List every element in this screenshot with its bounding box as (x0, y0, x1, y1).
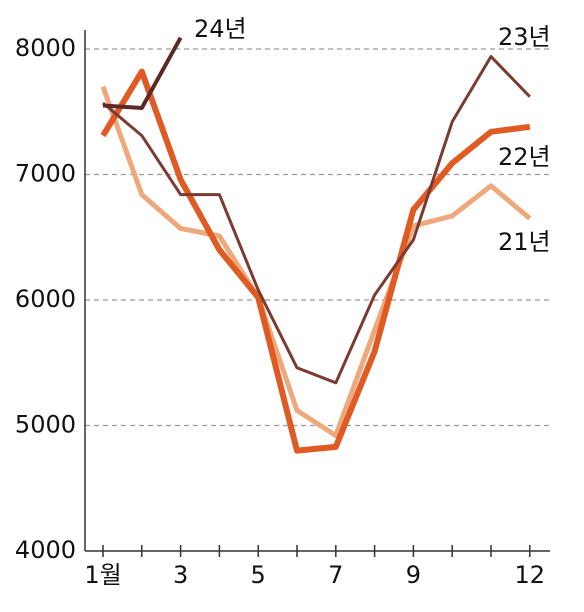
x-tick-label: 5 (251, 561, 266, 589)
series-line (100, 68, 531, 454)
series-line (100, 85, 532, 439)
x-tick-label: 12 (515, 561, 546, 589)
series-label: 22년 (498, 143, 551, 171)
series-line (102, 36, 183, 110)
y-tick-label: 6000 (15, 285, 76, 313)
x-tick-label: 1월 (84, 561, 121, 589)
series-label: 24년 (194, 15, 247, 43)
x-tick-label: 7 (328, 561, 343, 589)
x-tick-label: 9 (406, 561, 421, 589)
series-label: 21년 (498, 228, 551, 256)
series-label: 23년 (498, 23, 551, 51)
y-tick-label: 7000 (15, 160, 76, 188)
series-line (102, 55, 531, 385)
y-tick-label: 5000 (15, 411, 76, 439)
y-tick-label: 4000 (15, 536, 76, 564)
x-tick-label: 3 (173, 561, 188, 589)
y-tick-label: 8000 (15, 34, 76, 62)
